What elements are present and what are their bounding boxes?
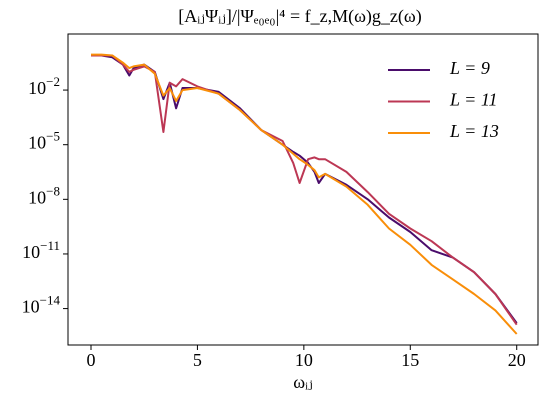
y-tick-label: 10−14 [22,293,61,317]
y-tick-base: 10 [28,187,46,207]
y-tick-base: 10 [28,133,46,153]
x-tick-label: 15 [401,350,419,370]
plot-frame [67,33,539,346]
y-tick-label: 10−11 [22,238,60,262]
legend-label: L = 11 [449,90,498,110]
data-line [91,53,518,335]
x-tick-label: 0 [86,350,95,370]
legend-label: L = 9 [449,58,490,78]
y-tick-label: 10−8 [28,183,60,207]
x-tick-label: 20 [508,350,526,370]
y-tick-exponent: −11 [40,238,60,253]
y-tick-exponent: −5 [46,129,60,144]
y-tick-exponent: −2 [46,74,60,89]
y-tick-exponent: −14 [40,293,61,308]
y-tick-label: 10−2 [28,74,60,98]
y-tick-base: 10 [28,78,46,98]
data-line [91,54,518,326]
y-tick-exponent: −8 [46,183,60,198]
y-tick-label: 10−5 [28,129,60,153]
legend-label: L = 13 [449,121,499,141]
x-tick-label: 10 [295,350,313,370]
y-tick-base: 10 [22,297,40,317]
chart-title: [AᵢⱼΨᵢⱼ]/|Ψₑ₀ₑ₀|⁴ = f_z,M(ω)g_z(ω) [178,6,422,27]
x-tick-label: 5 [193,350,202,370]
x-axis-label: ωᵢⱼ [293,372,313,392]
y-tick-base: 10 [22,242,40,262]
